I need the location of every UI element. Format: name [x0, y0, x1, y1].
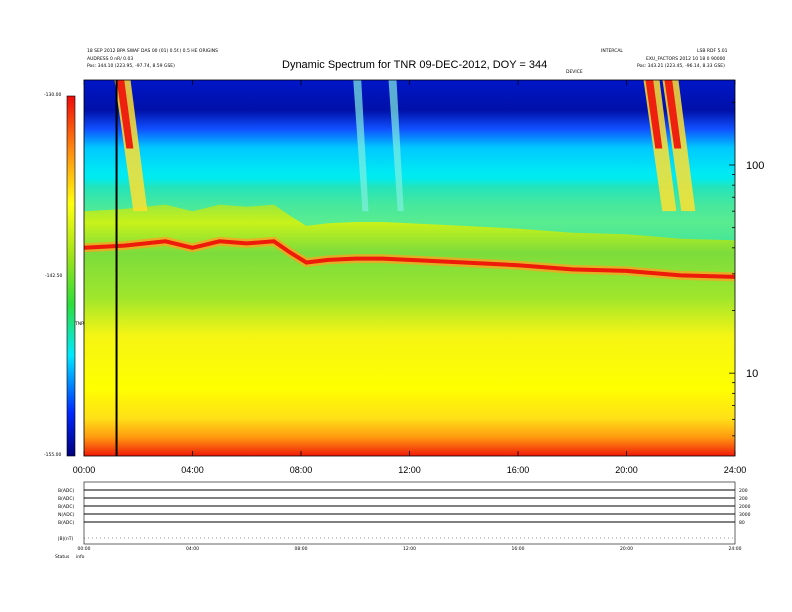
- trace-label: B(ADC): [58, 504, 75, 510]
- trace-label: |B|(nT): [58, 536, 73, 542]
- y-tick-label: 100: [746, 160, 764, 172]
- trace-label: B(ADC): [58, 496, 75, 502]
- burst-1: [353, 80, 369, 212]
- plasma-line: [83, 239, 736, 279]
- header-position-right: Pos: 343.21 (223.45, -96.14, 8.33 GSE): [637, 64, 725, 69]
- colorbar-bottom-label: -155.00: [44, 453, 62, 458]
- x-tick-label: 12:00: [398, 465, 421, 475]
- trace-label: B(ADC): [58, 520, 75, 526]
- lower-x-tick-label: 12:00: [403, 546, 416, 552]
- colorbar-top-label: -130.00: [44, 93, 62, 98]
- header-device-tag: DEVICE: [566, 70, 583, 75]
- chart-title: Dynamic Spectrum for TNR 09-DEC-2012, DO…: [282, 59, 548, 71]
- lower-x-tick-label: 08:00: [295, 546, 308, 552]
- burst-core-4: [664, 80, 682, 149]
- header-position-left: Pos: 344.10 (223.95, -97.74, 8.59 GSE): [87, 64, 175, 69]
- burst-2: [388, 80, 404, 212]
- trace-label: B(ADC): [58, 488, 75, 494]
- x-tick-label: 08:00: [290, 465, 313, 475]
- header-meta-right1: INTERCAL: [601, 49, 623, 54]
- x-tick-label: 00:00: [73, 465, 96, 475]
- trace-scale-label: 80: [739, 520, 745, 526]
- burst-core-3: [645, 80, 663, 149]
- x-tick-label: 24:00: [724, 465, 747, 475]
- trace-label: N(ADC): [58, 512, 75, 518]
- burst-core-0: [116, 80, 134, 149]
- lower-x-tick-label: 24:00: [729, 546, 742, 552]
- lower-x-tick-label: 16:00: [512, 546, 525, 552]
- status-value: info: [76, 555, 85, 560]
- x-tick-label: 16:00: [507, 465, 530, 475]
- trace-scale-label: 200: [739, 488, 748, 494]
- header-meta-line1: 18 SEP 2012 BPA SWAF DAS 00 (01) 0.5f.) …: [87, 49, 218, 54]
- y-tick-label: 10: [746, 368, 758, 380]
- lower-x-tick-label: 00:00: [78, 546, 91, 552]
- upper-band-region: [84, 174, 735, 241]
- header-meta-line2: AUDRESS 0 nR/ 0.03: [87, 57, 134, 62]
- colorbar: [66, 95, 76, 457]
- header-meta-right2: LSB RDF 5.01: [697, 49, 728, 54]
- trace-scale-label: 200: [739, 496, 748, 502]
- lower-x-tick-label: 04:00: [186, 546, 199, 552]
- lower-x-tick-label: 20:00: [620, 546, 633, 552]
- lower-panel-frame: [83, 481, 736, 545]
- trace-scale-label: 2000: [739, 504, 751, 510]
- x-tick-label: 04:00: [181, 465, 204, 475]
- status-label: Status: [55, 555, 70, 560]
- colorbar-unit-label: TNR: [75, 322, 85, 327]
- header-meta-right3: EXU_FACTORS 2012 10 18 0 90000: [646, 57, 726, 62]
- colorbar-mid-label: -142.50: [45, 274, 63, 279]
- x-tick-label: 20:00: [615, 465, 638, 475]
- trace-scale-label: 3000: [739, 512, 751, 518]
